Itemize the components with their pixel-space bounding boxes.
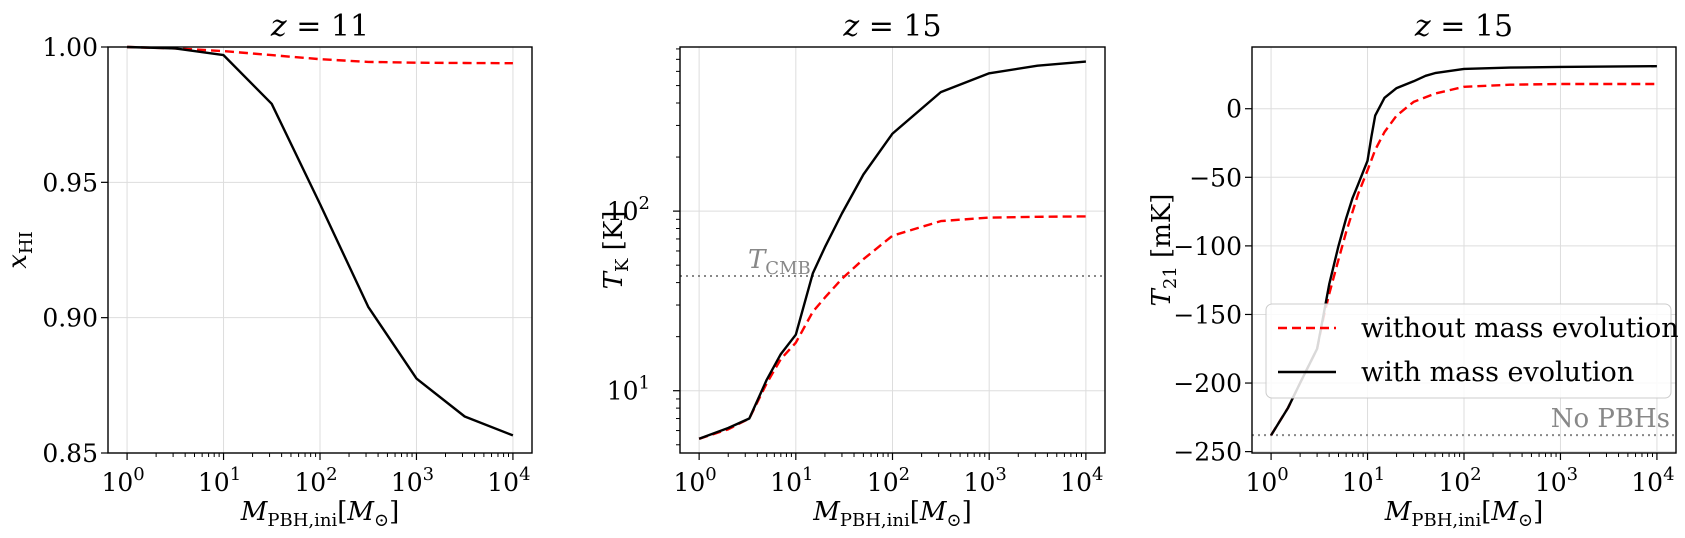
y-tick-label: 101 — [607, 373, 650, 406]
y-tick-label: −150 — [1173, 300, 1242, 329]
x-tick-label: 103 — [1535, 464, 1578, 497]
y-tick-label: 0.85 — [42, 439, 98, 468]
x-axis-label: MPBH,ini[M⊙] — [1384, 497, 1544, 531]
x-tick-label: 101 — [770, 464, 813, 497]
axes-frame — [679, 46, 1106, 454]
y-tick-label: 0.90 — [42, 304, 98, 333]
panel-1: 100 101 102 103 104 0.85 0.90 0.95 1.00 z = 11 MPB… — [3, 9, 533, 531]
chart-title: z = 15 — [842, 9, 941, 44]
x-tick-label: 102 — [1438, 464, 1481, 497]
x-tick-label: 104 — [487, 464, 530, 497]
series-line-without-mass-evolution — [127, 45, 513, 65]
x-tick-label: 102 — [867, 464, 910, 497]
y-axis-label: TK [K] — [599, 211, 633, 290]
series-line-with-mass-evolution — [127, 45, 514, 437]
chart-title: z = 15 — [1414, 9, 1513, 44]
axes-frame — [1251, 46, 1677, 454]
y-tick-label: 0 — [1226, 95, 1242, 124]
x-axis-label: MPBH,ini[M⊙] — [812, 497, 972, 531]
legend-label: with mass evolution — [1361, 357, 1634, 388]
x-tick-label: 100 — [101, 464, 144, 497]
reference-line-label: TCMB — [748, 245, 811, 279]
y-tick-label: 102 — [607, 193, 650, 226]
y-tick-label: −100 — [1173, 232, 1242, 261]
series-line-without-mass-evolution — [698, 215, 1086, 440]
x-tick-label: 100 — [673, 464, 716, 497]
panel-2: 100 101 102 103 104 101 102 TCMB z = 15 MPBH,ini[… — [599, 9, 1106, 531]
x-tick-label: 101 — [198, 464, 241, 497]
x-tick-label: 100 — [1245, 464, 1288, 497]
x-tick-label: 104 — [1060, 464, 1103, 497]
y-tick-label: −50 — [1189, 163, 1242, 192]
x-tick-label: 103 — [391, 464, 434, 497]
y-tick-label: 0.95 — [42, 168, 98, 197]
chart-title: z = 11 — [270, 9, 369, 44]
panel-3: 100 101 102 103 104 −250 −200 −150 −100 −50 0 No PB… — [1147, 9, 1679, 531]
series-line-with-mass-evolution — [698, 60, 1087, 440]
x-axis-label: MPBH,ini[M⊙] — [240, 497, 400, 531]
x-tick-label: 102 — [294, 464, 337, 497]
legend-box — [1265, 303, 1672, 399]
x-tick-label: 104 — [1631, 464, 1674, 497]
y-tick-label: −200 — [1173, 369, 1242, 398]
x-tick-label: 103 — [964, 464, 1007, 497]
legend-label: without mass evolution — [1361, 313, 1679, 344]
y-axis-label: xHI — [3, 231, 37, 268]
y-axis-label: T21 [mK] — [1147, 194, 1181, 307]
axes-frame — [107, 46, 533, 454]
y-tick-label: 1.00 — [42, 33, 98, 62]
x-tick-label: 101 — [1342, 464, 1385, 497]
y-tick-label: −250 — [1173, 438, 1242, 467]
reference-line-label: No PBHs — [1551, 404, 1670, 434]
